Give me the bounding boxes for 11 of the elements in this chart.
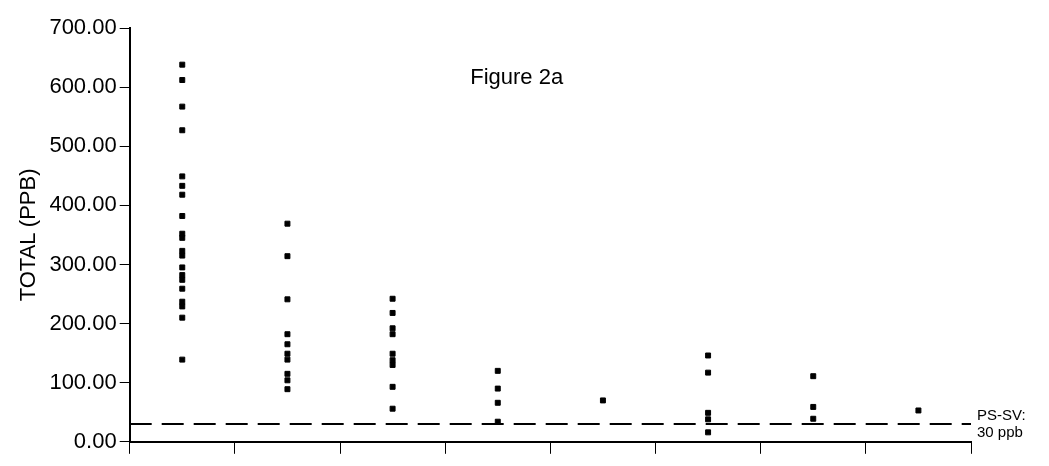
y-tick-label: 400.00 <box>49 191 117 217</box>
ref-line-label: PS-SV: 30 ppb <box>977 405 1026 440</box>
y-tick-label: 200.00 <box>49 309 117 335</box>
y-tick-label: 700.00 <box>49 14 117 40</box>
y-tick-label: 300.00 <box>49 250 117 276</box>
y-tick-label: 100.00 <box>49 368 117 394</box>
y-tick-label: 600.00 <box>49 73 117 99</box>
y-tick-label: 500.00 <box>49 132 117 158</box>
y-axis-title: TOTAL (PPB) <box>15 168 41 302</box>
text: Figure 2a <box>470 64 564 90</box>
y-tick-label: 0.00 <box>73 427 117 453</box>
